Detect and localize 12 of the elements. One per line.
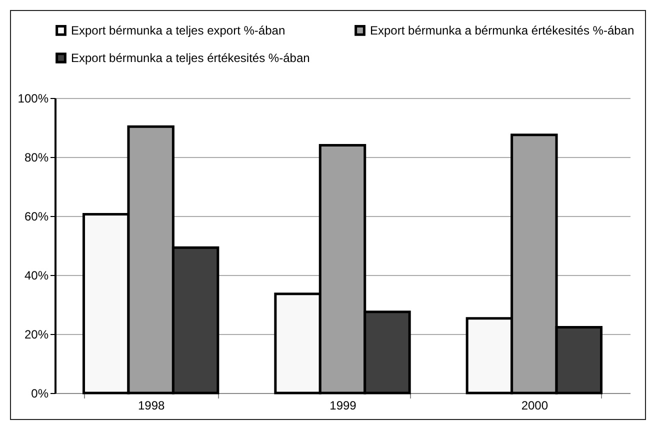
y-tick-label: 40% — [24, 268, 49, 282]
legend-label: Export bérmunka a bérmunka értékesités %-ában — [370, 23, 634, 38]
x-tick-label: 1999 — [330, 398, 357, 412]
y-tick-label: 20% — [24, 328, 49, 342]
x-tick-label: 1998 — [138, 398, 166, 412]
y-tick-label: 0% — [31, 386, 49, 400]
legend-label: Export bérmunka a teljes export %-ában — [71, 23, 286, 38]
y-tick-label: 60% — [24, 210, 49, 224]
x-tick-label: 2000 — [521, 398, 548, 412]
legend-label: Export bérmunka a teljes értékesités %-ában — [71, 51, 310, 65]
y-tick-label: 80% — [24, 150, 49, 164]
y-tick-label: 100% — [18, 92, 49, 106]
